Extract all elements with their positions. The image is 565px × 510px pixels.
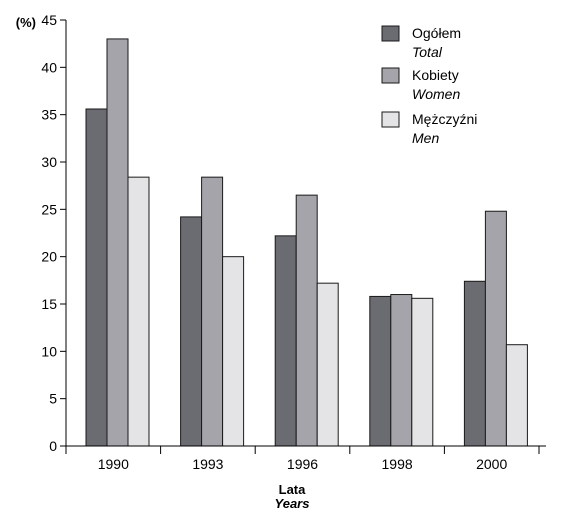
bar-1996-2 bbox=[295, 194, 318, 447]
bar-2000-2 bbox=[484, 210, 507, 447]
y-tick-label: 35 bbox=[41, 107, 57, 123]
x-tick-label: 1998 bbox=[382, 456, 413, 472]
legend-label-3: Mężczyźni bbox=[412, 111, 477, 127]
bar-1996-3 bbox=[316, 282, 339, 447]
bar-1993-3 bbox=[222, 256, 245, 447]
x-tick-label: 1993 bbox=[192, 456, 223, 472]
legend-label-1: Ogółem bbox=[412, 25, 461, 41]
bar-1998-2 bbox=[390, 294, 413, 447]
legend-sublabel-1: Total bbox=[412, 44, 443, 60]
bar-2000-1 bbox=[463, 280, 486, 447]
bar-1996-1 bbox=[274, 235, 297, 447]
legend-swatch-3 bbox=[381, 111, 400, 128]
bar-1993-2 bbox=[201, 176, 224, 447]
y-tick-label: 15 bbox=[41, 296, 57, 312]
bar-2000-3 bbox=[505, 344, 528, 447]
bar-1990-2 bbox=[106, 38, 129, 447]
legend-swatch-2 bbox=[381, 67, 400, 84]
bar-1990-1 bbox=[85, 108, 108, 447]
x-axis: 1990 1993 1996 1998 2000 bbox=[65, 446, 540, 472]
bars bbox=[85, 38, 528, 447]
legend-sublabel-3: Men bbox=[412, 130, 439, 146]
bar-1993-1 bbox=[180, 216, 203, 447]
x-axis-label-secondary: Years bbox=[275, 496, 310, 510]
y-tick-label: 5 bbox=[49, 391, 57, 407]
y-tick-label: 25 bbox=[41, 201, 57, 217]
x-axis-label: Lata bbox=[279, 482, 307, 497]
x-tick-label: 1990 bbox=[98, 456, 129, 472]
y-tick-label: 0 bbox=[49, 438, 57, 454]
bar-1990-3 bbox=[127, 176, 150, 447]
bar-1998-1 bbox=[369, 295, 392, 447]
legend-sublabel-2: Women bbox=[412, 86, 460, 102]
y-tick-label: 10 bbox=[41, 343, 57, 359]
y-tick-label: 30 bbox=[41, 154, 57, 170]
y-tick-label: 20 bbox=[41, 249, 57, 265]
legend-swatch-1 bbox=[381, 25, 400, 42]
x-tick-label: 1996 bbox=[287, 456, 318, 472]
legend: Ogółem Total Kobiety Women Mężczyźni Men bbox=[381, 25, 477, 146]
y-axis: 0 5 10 15 20 25 30 35 40 45 bbox=[41, 12, 66, 454]
legend-label-2: Kobiety bbox=[412, 67, 459, 83]
y-unit-label: (%) bbox=[16, 15, 36, 30]
bar-1998-3 bbox=[411, 297, 434, 447]
y-tick-label: 40 bbox=[41, 59, 57, 75]
y-tick-label: 45 bbox=[41, 12, 57, 28]
x-tick-label: 2000 bbox=[476, 456, 507, 472]
